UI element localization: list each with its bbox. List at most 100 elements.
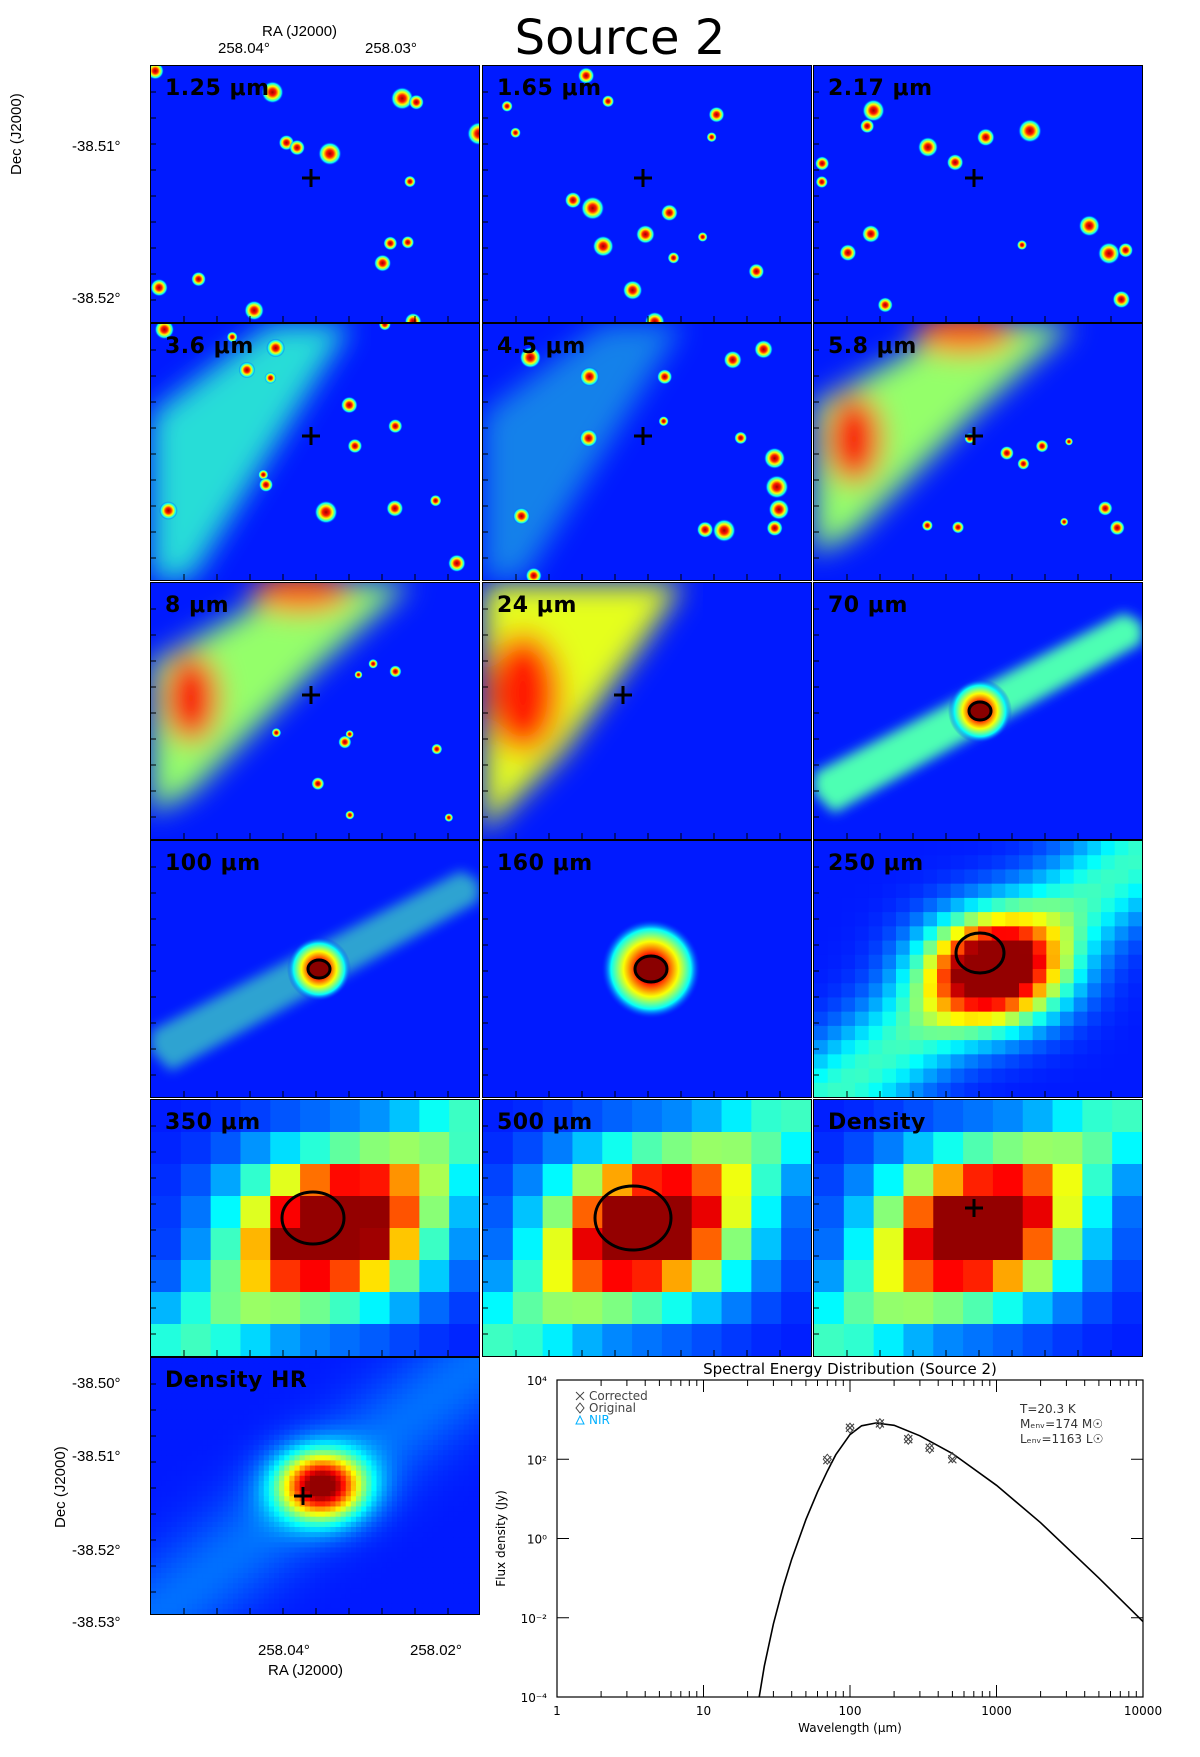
- sed-ytick-label: 10⁰: [527, 1533, 547, 1547]
- panel-label: 1.65 μm: [497, 76, 602, 101]
- top-ra-tick-2: 258.03°: [365, 40, 417, 57]
- hr-ra-tick-2: 258.02°: [410, 1642, 462, 1659]
- image-panel: 160 μm: [482, 840, 812, 1098]
- panel-image: [483, 1100, 811, 1356]
- image-panel: 70 μm: [813, 582, 1143, 840]
- sed-ytick-label: 10⁻²: [521, 1612, 548, 1626]
- hr-dec-tick-3: -38.52°: [72, 1542, 121, 1559]
- panel-image: [814, 66, 1142, 322]
- panel-image: [151, 1358, 479, 1614]
- sed-title: Spectral Energy Distribution (Source 2): [703, 1360, 997, 1378]
- panel-label: 250 μm: [828, 851, 924, 876]
- sed-xlabel: Wavelength (μm): [798, 1721, 902, 1735]
- panel-image: [151, 841, 479, 1097]
- panel-label: Density: [828, 1110, 926, 1135]
- image-panel: 3.6 μm: [150, 323, 480, 581]
- panel-image: [151, 66, 479, 322]
- legend-marker-nir: [575, 1414, 585, 1425]
- panel-image: [814, 324, 1142, 580]
- sed-point-original: [845, 1422, 855, 1434]
- image-panel: 350 μm: [150, 1099, 480, 1357]
- panel-label: 24 μm: [497, 593, 577, 618]
- sed-point-original: [925, 1442, 935, 1455]
- top-dec-axis-label: Dec (J2000): [8, 93, 25, 175]
- hr-dec-tick-1: -38.50°: [72, 1375, 121, 1392]
- sed-plot-frame: [556, 1379, 1144, 1698]
- sed-ylabel: Flux density (Jy): [494, 1490, 508, 1587]
- legend-marker-original: [575, 1402, 585, 1414]
- figure-title: Source 2: [514, 10, 726, 66]
- panel-label: 500 μm: [497, 1110, 593, 1135]
- panel-label: 3.6 μm: [165, 334, 254, 359]
- top-ra-tick-1: 258.04°: [218, 40, 270, 57]
- sed-xtick-label: 1: [553, 1704, 561, 1718]
- panel-label: 5.8 μm: [828, 334, 917, 359]
- legend-label: NIR: [589, 1413, 610, 1427]
- sed-xtick-label: 100: [839, 1704, 862, 1718]
- sed-point-corrected: [875, 1419, 885, 1428]
- sed-point-corrected: [947, 1454, 957, 1464]
- panel-label: 160 μm: [497, 851, 593, 876]
- panel-label: 8 μm: [165, 593, 230, 618]
- panel-image: [151, 583, 479, 839]
- sed-annotation: T=20.3 K: [1019, 1402, 1077, 1416]
- image-panel: Density HR: [150, 1357, 480, 1615]
- sed-point-corrected: [822, 1455, 832, 1465]
- image-panel: 24 μm: [482, 582, 812, 840]
- sed-xtick-label: 10000: [1124, 1704, 1162, 1718]
- legend-label: Corrected: [589, 1389, 648, 1403]
- sed-point-corrected: [845, 1423, 855, 1433]
- sed-ytick-label: 10⁴: [527, 1374, 547, 1388]
- hr-dec-tick-4: -38.53°: [72, 1614, 121, 1631]
- image-panel: 250 μm: [813, 840, 1143, 1098]
- image-panel: 100 μm: [150, 840, 480, 1098]
- image-panel: 1.25 μm: [150, 65, 480, 323]
- sed-xtick-label: 1000: [981, 1704, 1012, 1718]
- panel-label: 100 μm: [165, 851, 261, 876]
- panel-image: [483, 66, 811, 322]
- panel-label: 70 μm: [828, 593, 908, 618]
- panel-label: 2.17 μm: [828, 76, 933, 101]
- image-panel: 5.8 μm: [813, 323, 1143, 581]
- image-panel: 2.17 μm: [813, 65, 1143, 323]
- panel-image: [814, 1100, 1142, 1356]
- top-dec-tick-1: -38.51°: [72, 138, 121, 155]
- sed-point-corrected: [903, 1434, 913, 1444]
- hr-ra-tick-1: 258.04°: [258, 1642, 310, 1659]
- panel-label: 4.5 μm: [497, 334, 586, 359]
- panel-image: [814, 583, 1142, 839]
- sed-xtick-label: 10: [696, 1704, 711, 1718]
- panel-label: 1.25 μm: [165, 76, 270, 101]
- legend-label: Original: [589, 1401, 636, 1415]
- hr-dec-axis-label: Dec (J2000): [52, 1446, 69, 1528]
- top-ra-axis-label: RA (J2000): [262, 23, 338, 40]
- hr-ra-axis-label: RA (J2000): [268, 1662, 344, 1679]
- sed-ytick-label: 10⁻⁴: [521, 1691, 548, 1705]
- sed-point-original: [822, 1453, 832, 1466]
- sed-point-original: [875, 1417, 885, 1430]
- image-panel: 1.65 μm: [482, 65, 812, 323]
- sed-point-original: [947, 1451, 958, 1464]
- panel-image: [483, 324, 811, 580]
- panel-label: Density HR: [165, 1368, 308, 1393]
- panel-image: [151, 1100, 479, 1356]
- panel-image: [814, 841, 1142, 1097]
- image-panel: 4.5 μm: [482, 323, 812, 581]
- sed-point-original: [903, 1433, 913, 1446]
- image-panel: 500 μm: [482, 1099, 812, 1357]
- image-panel: 8 μm: [150, 582, 480, 840]
- legend-marker-corrected: [575, 1391, 585, 1401]
- panel-label: 350 μm: [165, 1110, 261, 1135]
- sed-annotation: Lₑₙᵥ=1163 L☉: [1020, 1432, 1103, 1446]
- panel-image: [483, 841, 811, 1097]
- hr-dec-tick-2: -38.51°: [72, 1448, 121, 1465]
- sed-fit-curve: [758, 1422, 1144, 1698]
- sed-annotation: Mₑₙᵥ=174 M☉: [1020, 1417, 1103, 1431]
- panel-image: [483, 583, 811, 839]
- image-panel: Density: [813, 1099, 1143, 1357]
- panel-image: [151, 324, 479, 580]
- sed-point-corrected: [925, 1443, 935, 1453]
- top-dec-tick-2: -38.52°: [72, 290, 121, 307]
- sed-ytick-label: 10²: [527, 1453, 547, 1467]
